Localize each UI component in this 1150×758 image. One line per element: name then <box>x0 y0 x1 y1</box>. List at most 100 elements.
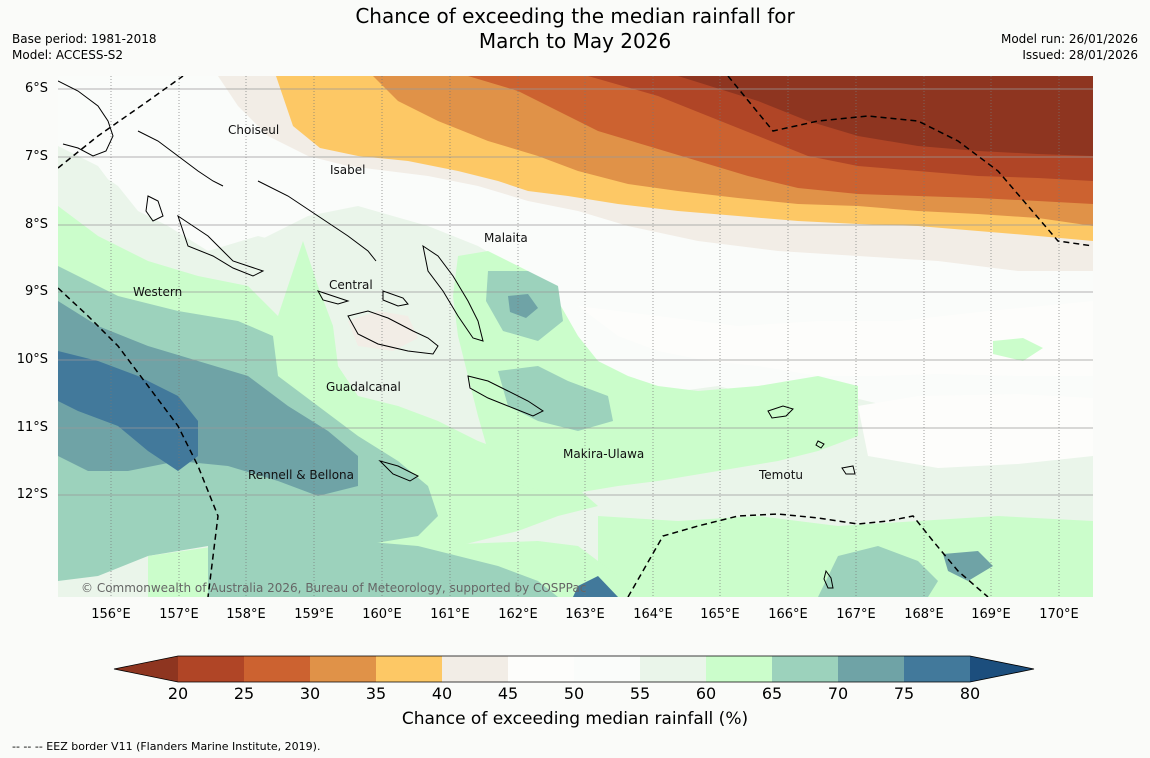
lon-label: 159°E <box>294 607 334 622</box>
coastlines <box>58 80 856 589</box>
makira-coast <box>467 375 544 417</box>
eez-border-southwest <box>58 287 219 597</box>
area-55-60-west <box>58 146 318 326</box>
place-label: Rennell & Bellona <box>248 468 354 482</box>
lon-label: 167°E <box>836 607 876 622</box>
colorbar-bin-75-80 <box>904 656 970 682</box>
lon-label: 165°E <box>700 607 740 622</box>
lat-label: 7°S <box>24 149 48 164</box>
colorbar-tick: 20 <box>167 684 189 703</box>
lon-label: 158°E <box>226 607 266 622</box>
lat-label: 9°S <box>24 284 48 299</box>
colorbar-tick: 50 <box>563 684 585 703</box>
colorbar-tick: 25 <box>233 684 255 703</box>
colorbar-tick: 30 <box>299 684 321 703</box>
meta-right: Model run: 26/01/2026 Issued: 28/01/2026 <box>1001 31 1138 63</box>
area-40-45-central <box>348 311 418 351</box>
florida-islands <box>382 290 409 307</box>
eez-borders <box>58 76 1093 597</box>
colorbar-title: Chance of exceeding median rainfall (%) <box>401 709 749 729</box>
lat-label: 6°S <box>24 81 48 96</box>
area-45-50-east <box>858 394 1093 468</box>
area-65-70-se <box>818 546 938 597</box>
lon-label: 157°E <box>159 607 199 622</box>
area-70-75 <box>58 301 358 496</box>
model-run-text: Model run: 26/01/2026 <box>1000 32 1138 46</box>
place-labels: Choiseul Isabel Malaita Western Central … <box>133 123 803 482</box>
lon-label: 162°E <box>498 607 538 622</box>
colorbar-tick: 40 <box>431 684 453 703</box>
meta-left: Base period: 1981-2018 Model: ACCESS-S2 <box>12 31 157 63</box>
place-label: Temotu <box>758 468 803 482</box>
santa-cruz-coast <box>767 405 794 419</box>
colorbar-bin-30-35 <box>310 656 376 682</box>
colorbar-outline <box>113 655 1035 683</box>
lon-label: 164°E <box>633 607 673 622</box>
colorbar-bin-60-65 <box>706 656 772 682</box>
colorbar-bin-55-60 <box>640 656 706 682</box>
eez-border-southeast <box>627 513 989 597</box>
rainfall-map: Choiseul Isabel Malaita Western Central … <box>58 76 1093 597</box>
colorbar-tick: 55 <box>629 684 651 703</box>
guadalcanal-coast <box>347 310 439 355</box>
place-label: Malaita <box>484 231 528 245</box>
model-text: Model: ACCESS-S2 <box>12 48 124 62</box>
lat-label: 11°S <box>16 420 48 435</box>
colorbar-bin-35-40 <box>376 656 442 682</box>
colorbar-below-20 <box>114 656 178 682</box>
colorbar-tick: 35 <box>365 684 387 703</box>
area-75-80 <box>58 351 198 471</box>
colorbar-bin-65-70 <box>772 656 838 682</box>
colorbar-tick: 65 <box>761 684 783 703</box>
place-label: Central <box>329 278 373 292</box>
area-65-70-bottom <box>208 531 558 597</box>
lon-label: 163°E <box>565 607 605 622</box>
bougainville-coast <box>58 80 114 157</box>
place-label: Isabel <box>330 163 365 177</box>
eez-border-northeast <box>727 76 1093 247</box>
lon-label: 169°E <box>971 607 1011 622</box>
map-title: Chance of exceeding the median rainfall … <box>0 4 1150 54</box>
area-75-80-bottom <box>573 576 618 597</box>
place-label: Choiseul <box>228 123 279 137</box>
malaita-coast <box>422 244 484 342</box>
colorbar-bin-45-50 <box>508 656 574 682</box>
place-label: Makira-Ulawa <box>563 447 644 461</box>
colorbar-tick: 75 <box>893 684 915 703</box>
lat-label: 10°S <box>16 352 48 367</box>
lon-label: 170°E <box>1039 607 1079 622</box>
area-70-75-malaita <box>508 294 538 318</box>
area-65-70-makira <box>498 366 613 431</box>
eez-footnote: -- -- -- EEZ border V11 (Flanders Marine… <box>12 740 321 753</box>
title-line-2: March to May 2026 <box>478 29 672 53</box>
colorbar-above-80 <box>970 656 1034 682</box>
isabel-coast <box>257 180 377 262</box>
area-below-20 <box>678 76 1093 156</box>
lon-label: 156°E <box>91 607 131 622</box>
colorbar-bin-50-55 <box>574 656 640 682</box>
central-islands <box>316 290 350 305</box>
lon-label: 168°E <box>904 607 944 622</box>
issued-text: Issued: 28/01/2026 <box>1022 48 1138 62</box>
lon-label: 166°E <box>768 607 808 622</box>
lon-label: 161°E <box>430 607 470 622</box>
colorbar-bin-20-25 <box>178 656 244 682</box>
lat-label: 12°S <box>16 487 48 502</box>
area-60-65-patch <box>993 338 1043 361</box>
utupua-coast <box>815 440 825 449</box>
western-island-1 <box>145 195 164 222</box>
torres-islands-coast <box>823 569 834 589</box>
new-georgia-coast <box>177 214 265 277</box>
colorbar-tick: 70 <box>827 684 849 703</box>
choiseul-coast <box>137 130 224 187</box>
base-period-text: Base period: 1981-2018 <box>12 32 157 46</box>
vanikoro-coast <box>841 465 856 475</box>
title-line-1: Chance of exceeding the median rainfall … <box>355 4 795 28</box>
colorbar-tick: 45 <box>497 684 519 703</box>
lon-label: 160°E <box>362 607 402 622</box>
colorbar-bin-40-45 <box>442 656 508 682</box>
eez-border-northwest <box>58 76 184 169</box>
area-45-50-mid <box>578 301 1093 376</box>
colorbar-tick: 80 <box>959 684 981 703</box>
colorbar-bin-70-75 <box>838 656 904 682</box>
